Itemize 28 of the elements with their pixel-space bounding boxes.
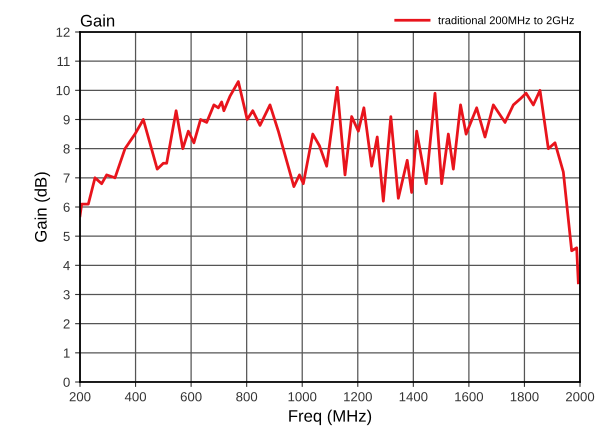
y-tick-label: 12 xyxy=(56,28,70,37)
line-series xyxy=(80,80,580,284)
y-tick-label: 9 xyxy=(64,115,70,124)
y-tick-label: 11 xyxy=(58,56,70,66)
x-tick-label: 1000 xyxy=(288,392,316,402)
y-axis-title: Gain (dB) xyxy=(34,172,50,242)
x-tick-label: 1600 xyxy=(455,392,484,402)
chart-title: Gain xyxy=(80,14,114,27)
y-tick-label: 5 xyxy=(63,232,70,242)
y-tick-label: 7 xyxy=(64,174,70,183)
y-tick-label: 10 xyxy=(56,86,70,96)
x-tick-label: 2000 xyxy=(566,392,594,402)
x-tick-label: 800 xyxy=(236,392,258,402)
x-axis-title: Freq (MHz) xyxy=(289,410,372,426)
x-tick-label: 400 xyxy=(124,392,146,402)
y-tick-label: 6 xyxy=(64,202,70,212)
y-tick-label: 8 xyxy=(64,144,70,154)
y-tick-label: 2 xyxy=(64,319,70,328)
x-tick-label: 1400 xyxy=(400,392,428,402)
x-tick-label: 200 xyxy=(70,392,90,402)
y-tick-label: 4 xyxy=(63,261,70,270)
x-tick-label: 600 xyxy=(180,392,202,402)
y-tick-label: 3 xyxy=(63,290,70,300)
x-tick-label: 1200 xyxy=(344,392,372,402)
legend-label: traditional 200MHz to 2GHz xyxy=(438,16,574,24)
x-tick-label: 1800 xyxy=(510,392,539,402)
y-tick-label: 1 xyxy=(64,348,70,358)
y-tick-label: 0 xyxy=(63,378,70,387)
